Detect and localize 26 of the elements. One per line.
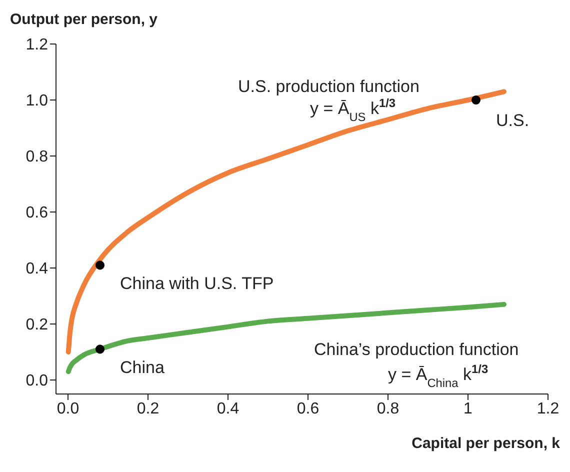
y-tick-label: 1.2 [26, 36, 48, 54]
x-tick-label: 1.2 [536, 400, 560, 418]
y-tick-label: 0.4 [26, 260, 48, 278]
x-tick-label: 1 [464, 400, 473, 418]
annotation: y = Ā$_{US}$ k$^{1/3}$ [310, 96, 396, 124]
x-tick-label: 0.6 [296, 400, 320, 418]
annotation: China with U.S. TFP [120, 274, 274, 293]
x-tick-label: 0.2 [136, 400, 160, 418]
annotation: China [120, 358, 165, 377]
y-tick-label: 0.6 [26, 204, 48, 222]
x-tick-label: 0.0 [56, 400, 80, 418]
x-axis-title: Capital per person, k [412, 435, 561, 452]
y-tick-label: 0.8 [26, 148, 48, 166]
y-axis-title: Output per person, y [10, 11, 158, 28]
x-tick-label: 0.8 [376, 400, 400, 418]
annotation: U.S. [496, 111, 530, 130]
y-tick-label: 0.2 [26, 316, 48, 334]
annotation: y = Ā$_{China}$ k$^{1/3}$ [388, 362, 488, 390]
annotation: U.S. production function [238, 77, 420, 96]
point [471, 95, 481, 105]
point [95, 344, 105, 354]
annotation: China’s production function [314, 340, 519, 359]
y-tick-label: 1.0 [26, 92, 48, 110]
x-tick-label: 0.4 [216, 400, 240, 418]
y-tick-label: 0.0 [26, 372, 48, 390]
point [95, 260, 105, 270]
